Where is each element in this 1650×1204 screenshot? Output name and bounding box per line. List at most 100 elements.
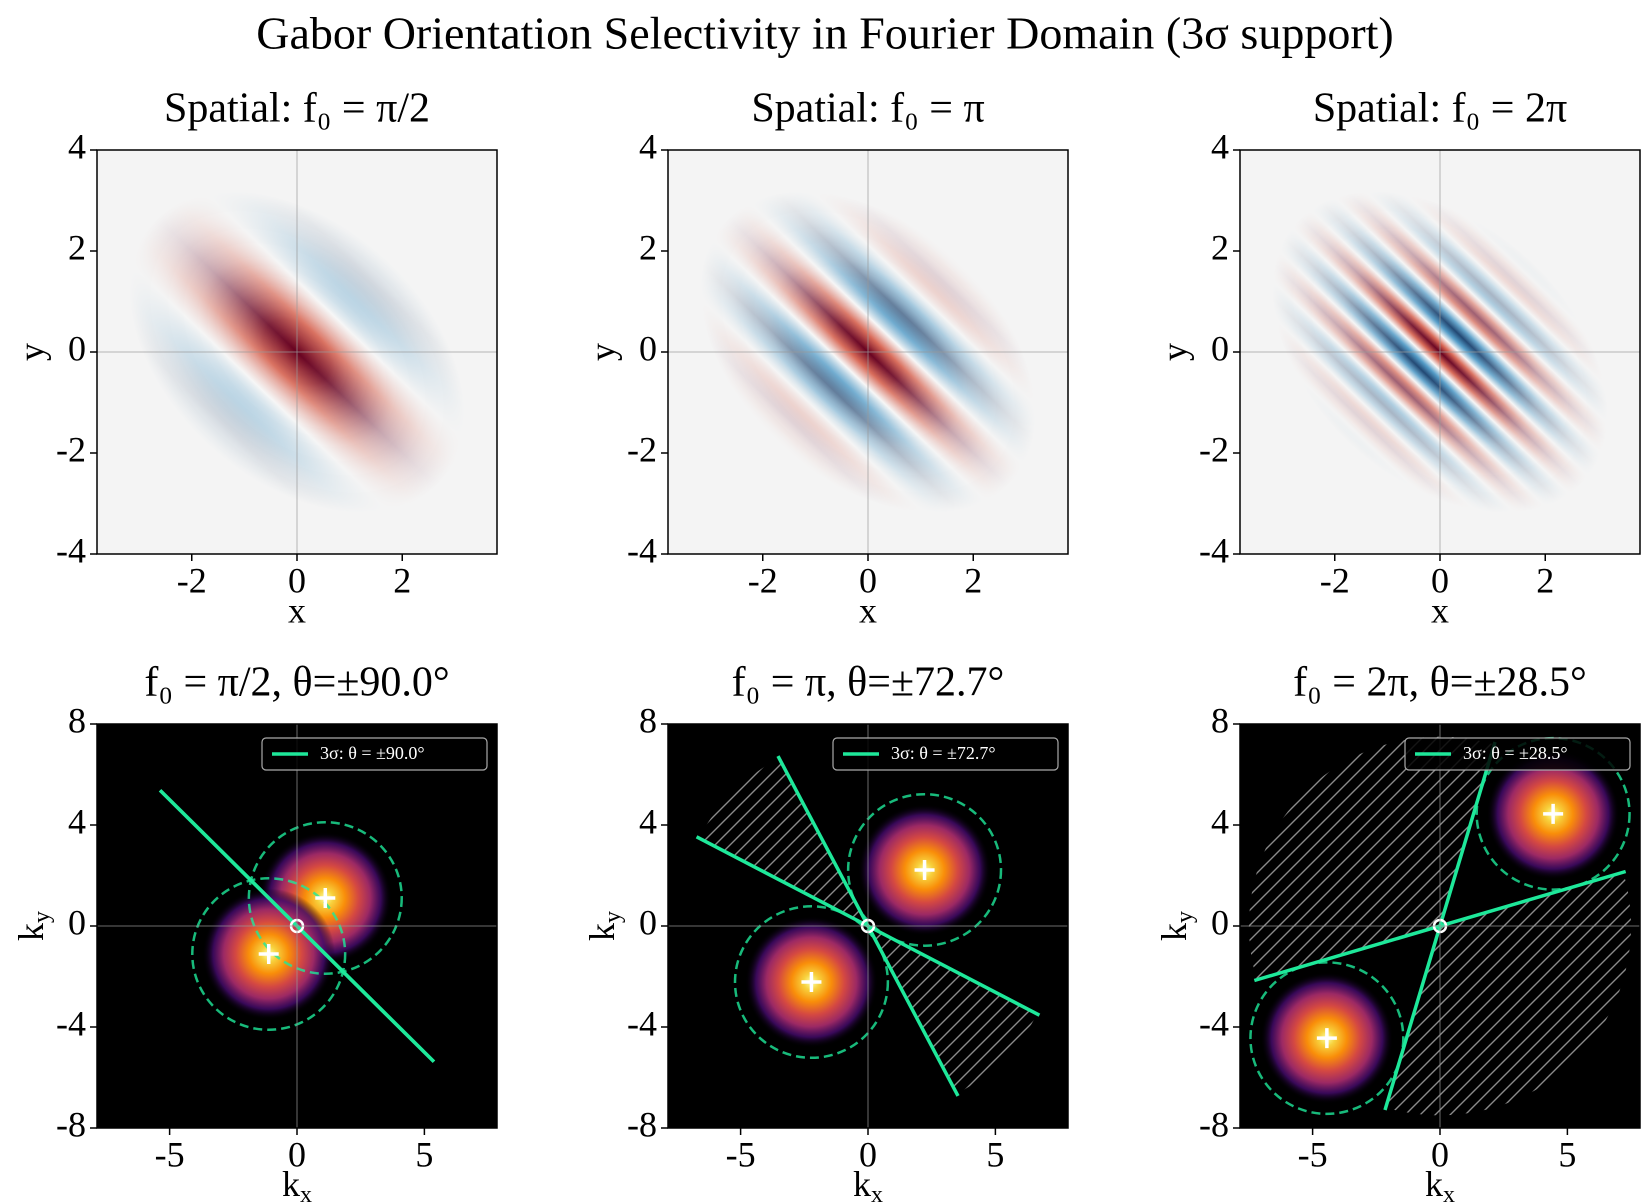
x-tick-label: 5 (415, 1134, 433, 1174)
y-tick-label: 8 (1211, 700, 1229, 740)
panel-title: f₀ = π/2, θ=±90.0° (144, 660, 449, 706)
x-axis-label-main: k (282, 1164, 300, 1204)
x-tick-label: -2 (177, 560, 207, 600)
legend-box (1404, 737, 1631, 771)
y-tick-label: -4 (627, 530, 657, 570)
x-axis-label: kx (1425, 1164, 1455, 1204)
y-tick-label: -8 (627, 1104, 657, 1144)
support-circle (1249, 961, 1405, 1116)
y-tick-label: 0 (639, 902, 657, 942)
y-tick-label: 2 (68, 227, 86, 267)
x-axis-label-subscript: x (300, 1182, 312, 1204)
excluded-wedge (1248, 736, 1495, 980)
y-tick-label: -4 (56, 1003, 86, 1043)
y-tick-label: 0 (639, 328, 657, 368)
y-axis-label-main: k (1154, 923, 1194, 941)
panel-title: Spatial: f₀ = π/2 (164, 86, 430, 132)
y-tick-label: 8 (639, 700, 657, 740)
plot-area (97, 724, 497, 1128)
y-axis-label-main: k (11, 923, 51, 941)
y-tick-label: 2 (1211, 227, 1229, 267)
y-axis-label: y (11, 343, 51, 361)
x-tick-label: 0 (288, 560, 306, 600)
y-tick-label: 8 (68, 700, 86, 740)
y-tick-label: -8 (56, 1104, 86, 1144)
panel-title: f₀ = 2π, θ=±28.5° (1293, 660, 1587, 706)
panel-title: Spatial: f₀ = π (751, 86, 984, 132)
x-axis-label-main: k (853, 1164, 871, 1204)
y-tick-label: 4 (68, 801, 86, 841)
y-tick-label: -4 (1199, 1003, 1229, 1043)
peak-marker (914, 859, 935, 880)
excluded-wedge (1385, 872, 1632, 1116)
legend-box (261, 737, 488, 771)
x-tick-label: 5 (1558, 1134, 1576, 1174)
excluded-wedge (698, 758, 868, 926)
x-tick-label: 0 (1431, 1134, 1449, 1174)
y-axis-label-main: k (582, 923, 622, 941)
peak-marker (315, 887, 336, 908)
x-tick-label: 2 (964, 560, 982, 600)
x-axis-label: x (859, 590, 877, 630)
y-tick-label: 0 (1211, 328, 1229, 368)
legend-label: 3σ: θ = ±72.7° (891, 743, 996, 763)
legend-box (832, 737, 1059, 771)
legend-label: 3σ: θ = ±90.0° (320, 743, 425, 763)
x-axis-label: kx (282, 1164, 312, 1204)
y-tick-label: -2 (56, 429, 86, 469)
peak-marker (258, 944, 279, 965)
panel-title: Spatial: f₀ = 2π (1313, 86, 1567, 132)
peak-marker (1543, 803, 1564, 824)
y-tick-label: 4 (1211, 126, 1229, 166)
y-axis-label: y (1154, 343, 1194, 361)
x-axis-label: x (288, 590, 306, 630)
x-tick-label: 0 (1431, 560, 1449, 600)
plot-area (668, 724, 1068, 1128)
x-axis-label: x (1431, 590, 1449, 630)
y-tick-label: 4 (639, 801, 657, 841)
peak-marker (801, 972, 822, 993)
figure-title: Gabor Orientation Selectivity in Fourier… (256, 8, 1394, 59)
support-circle (846, 792, 1003, 947)
support-circle (247, 820, 403, 975)
x-axis-label: kx (853, 1164, 883, 1204)
x-tick-label: -2 (748, 560, 778, 600)
y-axis-label-subscript: y (600, 911, 626, 923)
support-circle (733, 905, 890, 1060)
x-axis-label-subscript: x (871, 1182, 883, 1204)
x-tick-label: 5 (986, 1134, 1004, 1174)
y-tick-label: -4 (56, 530, 86, 570)
x-tick-label: 2 (393, 560, 411, 600)
plot-area (668, 150, 1068, 554)
excluded-wedge (868, 926, 1038, 1094)
y-tick-label: 4 (1211, 801, 1229, 841)
y-axis-label: ky (11, 911, 54, 941)
y-tick-label: -4 (1199, 530, 1229, 570)
x-axis-label-main: k (1425, 1164, 1443, 1204)
x-tick-label: 0 (859, 560, 877, 600)
plot-area (1240, 724, 1640, 1128)
peak-marker (1316, 1028, 1337, 1049)
y-axis-label: ky (582, 911, 625, 941)
x-tick-label: -5 (726, 1134, 756, 1174)
y-tick-label: -2 (1199, 429, 1229, 469)
legend-label: 3σ: θ = ±28.5° (1463, 743, 1568, 763)
x-tick-label: 0 (288, 1134, 306, 1174)
y-tick-label: 4 (68, 126, 86, 166)
x-tick-label: 2 (1536, 560, 1554, 600)
x-tick-label: -2 (1320, 560, 1350, 600)
plot-area (97, 150, 497, 554)
y-axis-label: ky (1154, 911, 1197, 941)
x-axis-label-subscript: x (1443, 1182, 1455, 1204)
y-tick-label: -4 (627, 1003, 657, 1043)
x-tick-label: 0 (859, 1134, 877, 1174)
y-axis-label-subscript: y (29, 911, 55, 923)
y-axis-label: y (582, 343, 622, 361)
panel-title: f₀ = π, θ=±72.7° (732, 660, 1005, 706)
y-tick-label: -8 (1199, 1104, 1229, 1144)
y-tick-label: 2 (639, 227, 657, 267)
y-tick-label: 0 (68, 328, 86, 368)
x-tick-label: -5 (1298, 1134, 1328, 1174)
support-circle (191, 877, 347, 1032)
